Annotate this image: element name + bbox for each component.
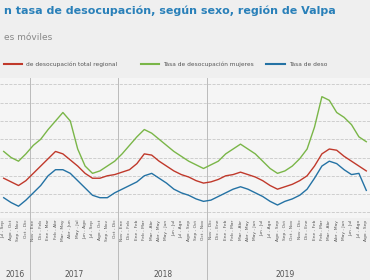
Text: Dic - Feb: Dic - Feb — [128, 220, 131, 239]
Text: Sep - Nov: Sep - Nov — [105, 220, 109, 241]
Text: Abr - May: Abr - May — [246, 220, 250, 241]
Text: Ago - Oct: Ago - Oct — [9, 220, 13, 240]
Text: Feb - Abr: Feb - Abr — [54, 220, 57, 239]
Text: Ene - Feb: Ene - Feb — [313, 220, 316, 240]
Text: Sep - Nov: Sep - Nov — [17, 220, 20, 241]
Text: Jun - Jul: Jun - Jul — [261, 220, 265, 236]
Text: Oct - Dic: Oct - Dic — [24, 220, 28, 238]
Text: Mar - Abr: Mar - Abr — [239, 220, 242, 240]
Text: Dic - Feb: Dic - Feb — [39, 220, 43, 239]
Text: Dic - Ene: Dic - Ene — [305, 220, 309, 239]
Text: Oct - Nov: Oct - Nov — [290, 220, 294, 240]
Text: n tasa de desocupación, según sexo, región de Valpa: n tasa de desocupación, según sexo, regi… — [4, 5, 336, 16]
Text: es móviles: es móviles — [4, 33, 52, 42]
Text: Ago - Sep: Ago - Sep — [187, 220, 191, 241]
Text: Tasa de desocupación mujeres: Tasa de desocupación mujeres — [163, 62, 253, 67]
Text: 2017: 2017 — [64, 270, 84, 279]
Text: Nov - Dic: Nov - Dic — [209, 220, 213, 239]
Text: Jul - Ago: Jul - Ago — [179, 220, 183, 238]
Text: May - Jun: May - Jun — [253, 220, 257, 240]
Text: Mar - Abr: Mar - Abr — [150, 220, 154, 240]
Text: Abr - May: Abr - May — [157, 220, 161, 241]
Text: Oct - Dic: Oct - Dic — [113, 220, 117, 238]
Text: Jun - Jul: Jun - Jul — [172, 220, 176, 236]
Text: 2019: 2019 — [275, 270, 295, 279]
Text: Nov - Dic: Nov - Dic — [298, 220, 302, 239]
Text: Jul - Sep: Jul - Sep — [91, 220, 94, 237]
Text: Jul - Sep: Jul - Sep — [2, 220, 6, 237]
Text: Nov - Ene: Nov - Ene — [31, 220, 35, 241]
Text: May - Jun: May - Jun — [342, 220, 346, 240]
Text: Ene - Feb: Ene - Feb — [135, 220, 139, 240]
Text: Feb - Mar: Feb - Mar — [231, 220, 235, 240]
Text: Jul - Ago: Jul - Ago — [357, 220, 361, 238]
Text: Abr - May: Abr - May — [335, 220, 339, 241]
Text: Feb - Mar: Feb - Mar — [320, 220, 324, 240]
Text: Jun - Ago: Jun - Ago — [83, 220, 87, 239]
Text: Ene - Mar: Ene - Mar — [46, 220, 50, 241]
Text: Tasa de deso: Tasa de deso — [289, 62, 327, 67]
Text: Ene - Feb: Ene - Feb — [224, 220, 228, 240]
Text: Ago - Sep: Ago - Sep — [276, 220, 279, 241]
Text: Sep - Oct: Sep - Oct — [283, 220, 287, 240]
Text: Jul - Ago: Jul - Ago — [268, 220, 272, 238]
Text: de desocupación total regional: de desocupación total regional — [26, 62, 117, 67]
Text: Feb - Mar: Feb - Mar — [142, 220, 146, 240]
Text: Jun - Jul: Jun - Jul — [350, 220, 353, 236]
Text: Oct - Nov: Oct - Nov — [202, 220, 205, 240]
Text: Dic - Ene: Dic - Ene — [216, 220, 220, 239]
Text: Sep - Oct: Sep - Oct — [194, 220, 198, 240]
Text: Mar - May: Mar - May — [61, 220, 65, 241]
Text: Mar - Abr: Mar - Abr — [327, 220, 331, 240]
Text: Nov - Ene: Nov - Ene — [120, 220, 124, 241]
Text: Ago - Sep: Ago - Sep — [364, 220, 368, 241]
Text: 2018: 2018 — [153, 270, 172, 279]
Text: Ago - Oct: Ago - Oct — [98, 220, 102, 240]
Text: 2016: 2016 — [5, 270, 24, 279]
Text: Abr - Jun: Abr - Jun — [68, 220, 72, 238]
Text: May - Jul: May - Jul — [76, 220, 80, 238]
Text: May - Jun: May - Jun — [165, 220, 168, 240]
